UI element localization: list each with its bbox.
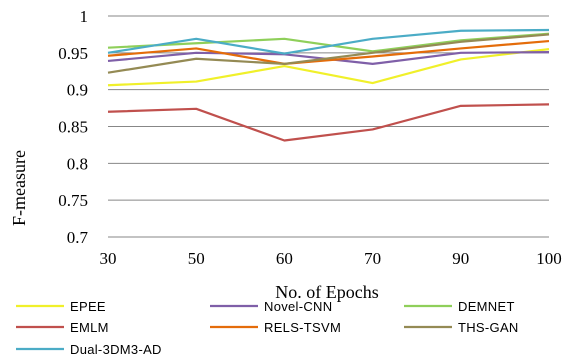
legend-label-rels-tsvm: RELS-TSVM bbox=[264, 320, 341, 335]
legend-label-dual-3dm3-ad: Dual-3DM3-AD bbox=[70, 342, 162, 357]
grid-lines bbox=[108, 15, 549, 238]
legend-label-ths-gan: THS-GAN bbox=[458, 320, 519, 335]
series-line-emlm bbox=[107, 103, 550, 142]
y-tick-label: 0.75 bbox=[58, 191, 88, 210]
legend-label-epee: EPEE bbox=[70, 299, 106, 314]
x-tick-label: 60 bbox=[276, 249, 293, 268]
x-axis-title: No. of Epochs bbox=[275, 282, 378, 302]
series-lines bbox=[107, 28, 550, 142]
y-tick-label: 0.9 bbox=[67, 81, 88, 100]
y-tick-label: 0.8 bbox=[67, 154, 88, 173]
series-line-dual-3dm3-ad bbox=[107, 28, 550, 55]
y-tick-labels: 0.7 0.75 0.8 0.85 0.9 0.95 1 bbox=[58, 7, 88, 247]
series-line-ths-gan bbox=[107, 33, 550, 74]
x-tick-label: 100 bbox=[536, 249, 562, 268]
series-line-epee bbox=[107, 48, 550, 87]
legend-label-emlm: EMLM bbox=[70, 320, 109, 335]
x-tick-label: 30 bbox=[100, 249, 117, 268]
y-tick-label: 0.7 bbox=[67, 228, 89, 247]
x-tick-label: 90 bbox=[452, 249, 469, 268]
y-tick-label: 1 bbox=[80, 7, 89, 26]
legend: EPEE Novel-CNN DEMNET EMLM RELS-TSVM THS-GAN D… bbox=[16, 299, 519, 357]
y-tick-label: 0.85 bbox=[58, 118, 88, 137]
x-tick-labels: 30 50 60 70 90 100 bbox=[100, 249, 562, 268]
legend-label-novel-cnn: Novel-CNN bbox=[264, 299, 332, 314]
y-tick-label: 0.95 bbox=[58, 44, 88, 63]
x-tick-label: 70 bbox=[364, 249, 381, 268]
y-axis-title: F-measure bbox=[9, 150, 29, 226]
legend-label-demnet: DEMNET bbox=[458, 299, 515, 314]
series-line-rels-tsvm bbox=[107, 39, 550, 65]
x-tick-label: 50 bbox=[188, 249, 205, 268]
